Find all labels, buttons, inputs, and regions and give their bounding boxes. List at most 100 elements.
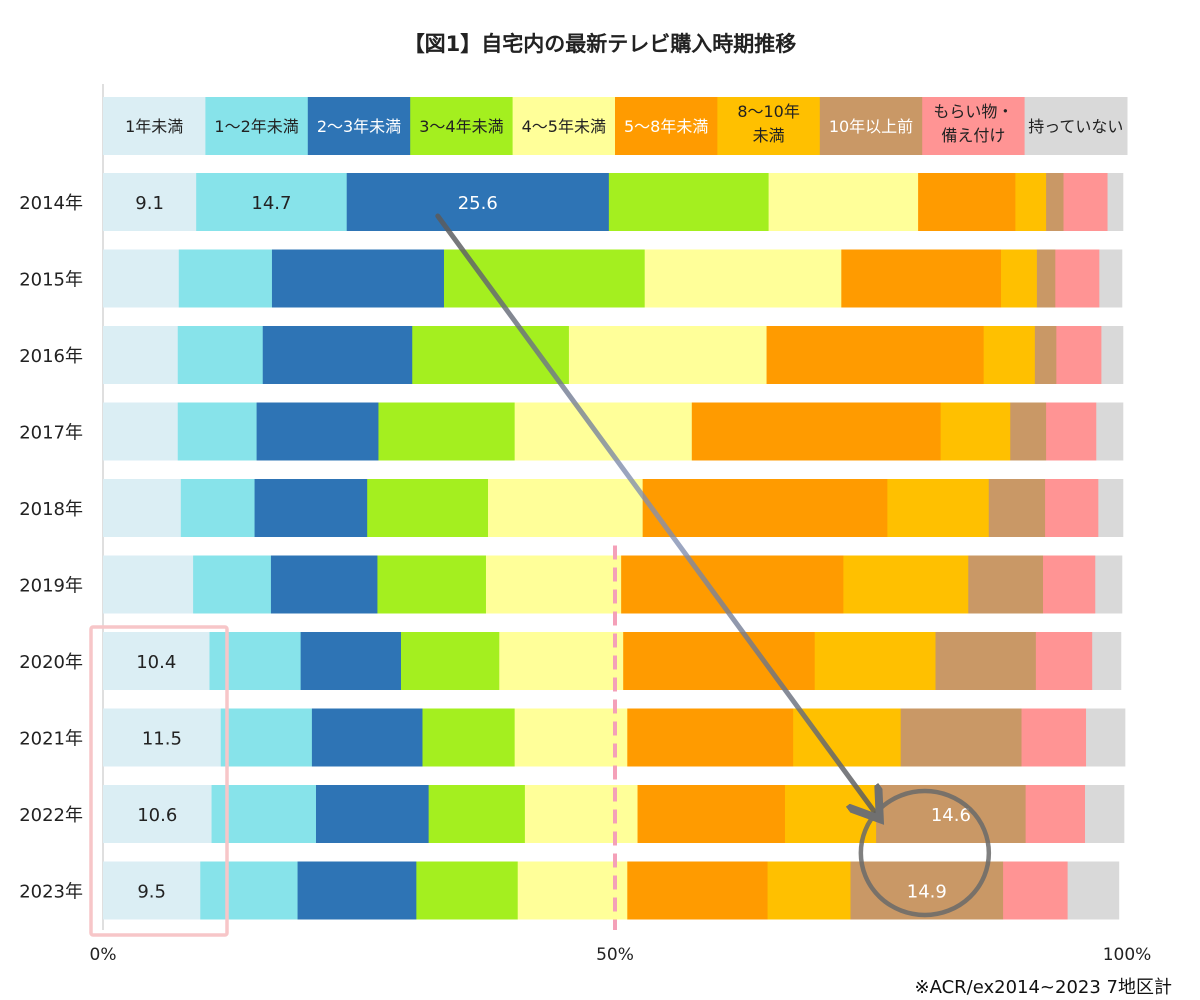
- legend-swatch: [1024, 97, 1128, 155]
- bar-segment: [177, 402, 257, 461]
- bar-segment: [488, 479, 644, 537]
- row-label: 2020年: [19, 652, 83, 673]
- bar-segment: [627, 708, 794, 767]
- legend-label: 8～10年: [737, 102, 800, 121]
- bar-segment: [378, 402, 516, 461]
- bar-segment: [400, 632, 500, 690]
- bar-segment: [193, 555, 272, 614]
- bar-segment: [1001, 249, 1038, 308]
- bar-segment: [103, 861, 201, 920]
- legend-swatch: [512, 97, 616, 155]
- bar-segment: [254, 479, 368, 537]
- bar-segment: [887, 479, 990, 537]
- legend-label: 1年未満: [125, 117, 183, 136]
- bar-segment: [103, 555, 194, 614]
- row-label: 2014年: [19, 193, 83, 214]
- bar-segment: [262, 326, 413, 384]
- bar-segment: [196, 173, 348, 231]
- bar-segment: [416, 861, 519, 920]
- bar-segment: [1063, 173, 1108, 231]
- bar-segment: [428, 785, 526, 843]
- bar-segment: [642, 479, 888, 537]
- legend-swatch: [717, 97, 821, 155]
- row-label: 2022年: [19, 805, 83, 826]
- bar-segment: [367, 479, 489, 537]
- legend-swatch: [410, 97, 514, 155]
- bar-segment: [499, 632, 624, 690]
- legend-label: 5～8年未満: [624, 117, 708, 136]
- bar-segment: [793, 708, 902, 767]
- bar-segment: [211, 785, 317, 843]
- bar-segment: [766, 326, 985, 384]
- bar-segment: [103, 173, 197, 231]
- x-tick-label: 0%: [90, 945, 117, 965]
- bar-segment: [1107, 173, 1124, 231]
- bar-segment: [608, 173, 769, 231]
- data-label: 10.4: [136, 652, 176, 673]
- bar-segment: [524, 785, 638, 843]
- bar-segment: [422, 708, 516, 767]
- row-label: 2019年: [19, 576, 83, 597]
- bar-segment: [814, 632, 936, 690]
- bar-segment: [1096, 402, 1124, 461]
- bar-segment: [1025, 785, 1086, 843]
- bar-segment: [983, 326, 1036, 384]
- bar-segment: [1045, 479, 1099, 537]
- bar-segment: [1099, 249, 1123, 308]
- bar-segment: [1046, 173, 1064, 231]
- legend-label: 備え付け: [941, 126, 1005, 145]
- bar-segment: [940, 402, 1011, 461]
- bar-segment: [621, 555, 844, 614]
- bar-segment: [644, 249, 842, 308]
- data-label: 9.1: [135, 193, 164, 214]
- legend-label: 4～5年未満: [522, 117, 606, 136]
- bar-segment: [768, 173, 919, 231]
- bar-segment: [1067, 861, 1120, 920]
- data-label: 14.7: [251, 193, 291, 214]
- bar-segment: [209, 632, 302, 690]
- bar-segment: [300, 632, 402, 690]
- bar-segment: [514, 708, 628, 767]
- bar-segment: [627, 861, 768, 920]
- bar-segment: [935, 632, 1037, 690]
- bar-segment: [1021, 708, 1087, 767]
- data-label: 11.5: [142, 729, 182, 750]
- bar-segment: [1092, 632, 1122, 690]
- row-label: 2017年: [19, 423, 83, 444]
- bar-segment: [968, 555, 1044, 614]
- bar-segment: [103, 632, 210, 690]
- bar-segment: [514, 402, 693, 461]
- row-label: 2021年: [19, 729, 83, 750]
- legend-swatch: [615, 97, 718, 155]
- bar-segment: [843, 555, 969, 614]
- data-label: 25.6: [458, 193, 498, 214]
- data-label: 10.6: [137, 805, 177, 826]
- bar-segment: [918, 173, 1016, 231]
- legend-swatch: [922, 97, 1026, 155]
- bar-segment: [1055, 249, 1100, 308]
- bar-segment: [177, 326, 264, 384]
- data-label: 14.6: [931, 805, 971, 826]
- bar-segment: [1095, 555, 1123, 614]
- x-tick-label: 50%: [596, 945, 634, 965]
- bar-segment: [311, 708, 423, 767]
- bar-segment: [103, 326, 179, 384]
- bar-segment: [315, 785, 430, 843]
- row-label: 2015年: [19, 270, 83, 291]
- bar-segment: [1003, 861, 1069, 920]
- bar-segment: [412, 326, 570, 384]
- highlight-box: [89, 625, 229, 937]
- row-label: 2023年: [19, 882, 83, 903]
- bar-segment: [1036, 249, 1056, 308]
- bar-segment: [1085, 785, 1125, 843]
- bar-segment: [200, 861, 298, 920]
- bar-segment: [1086, 708, 1126, 767]
- bar-segment: [103, 479, 182, 537]
- source-note: ※ACR/ex2014~2023 7地区計: [914, 977, 1172, 998]
- legend-label: 1～2年未満: [214, 117, 298, 136]
- bar-segment: [103, 708, 222, 767]
- trend-arrow: [435, 213, 877, 815]
- bar-segment: [103, 402, 179, 461]
- bar-segment: [377, 555, 487, 614]
